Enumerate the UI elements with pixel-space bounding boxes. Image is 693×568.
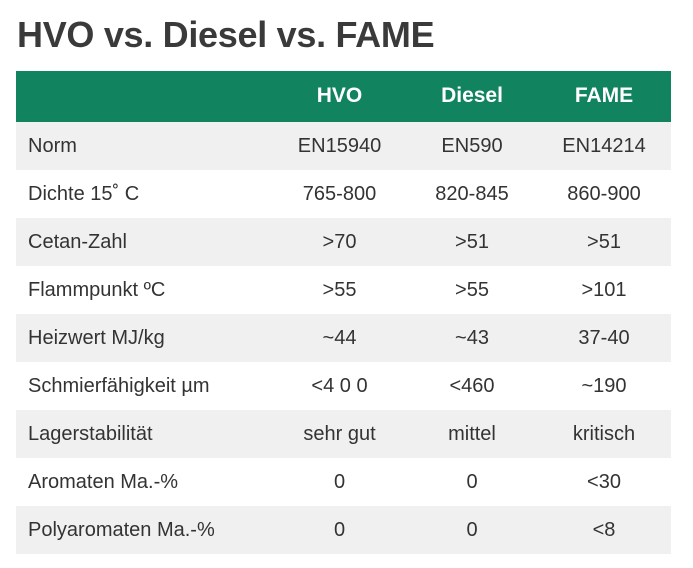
comparison-table: HVO Diesel FAME Norm EN15940 EN590 EN142…	[16, 71, 671, 554]
cell-hvo: 0	[333, 470, 346, 493]
table-row: Dichte 15˚ C 765-800 820-845 860-900	[16, 170, 671, 218]
cell-fame: <8	[592, 518, 616, 541]
cell-hvo: >70	[322, 230, 357, 253]
table-row: Schmierfähigkeit µm <4 0 0 <460 ~190	[16, 362, 671, 410]
table-header-row: HVO Diesel FAME	[16, 71, 671, 122]
cell-diesel: >55	[455, 278, 489, 301]
cell-diesel: 820-845	[435, 182, 509, 205]
table-row: Norm EN15940 EN590 EN14214	[16, 122, 671, 170]
cell-fame: 860-900	[567, 182, 641, 205]
cell-hvo: >55	[322, 278, 357, 301]
row-label: Norm	[28, 134, 77, 157]
cell-diesel: 0	[466, 518, 478, 541]
cell-hvo: <4 0 0	[311, 374, 368, 397]
table-row: Polyaromaten Ma.-% 0 0 <8	[16, 506, 671, 554]
cell-fame: ~190	[581, 374, 627, 397]
cell-hvo: EN15940	[297, 134, 382, 157]
cell-diesel: ~43	[455, 326, 489, 349]
cell-hvo: ~44	[322, 326, 357, 349]
page-title: HVO vs. Diesel vs. FAME	[17, 14, 435, 55]
header-cell-diesel: Diesel	[441, 83, 503, 107]
row-label: Lagerstabilität	[28, 422, 153, 445]
header-cell-fame: FAME	[574, 83, 634, 107]
row-label: Aromaten Ma.-%	[28, 470, 179, 493]
row-label: Dichte 15˚ C	[28, 182, 140, 205]
cell-fame: kritisch	[572, 422, 636, 445]
table-row: Lagerstabilität sehr gut mittel kritisch	[16, 410, 671, 458]
cell-diesel: mittel	[448, 422, 496, 445]
table-row: Cetan-Zahl >70 >51 >51	[16, 218, 671, 266]
cell-diesel: EN590	[441, 134, 503, 157]
cell-fame: 37-40	[578, 326, 630, 349]
table-row: Heizwert MJ/kg ~44 ~43 37-40	[16, 314, 671, 362]
row-label: Flammpunkt ºC	[28, 278, 166, 301]
cell-diesel: <460	[449, 374, 495, 397]
row-label: Heizwert MJ/kg	[28, 326, 165, 349]
header-cell-hvo: HVO	[316, 83, 363, 107]
cell-fame: >101	[581, 278, 627, 301]
table-row: Flammpunkt ºC >55 >55 >101	[16, 266, 671, 314]
table-row: Aromaten Ma.-% 0 0 <30	[16, 458, 671, 506]
cell-fame: <30	[587, 470, 621, 493]
cell-fame: EN14214	[562, 134, 646, 157]
cell-hvo: 765-800	[302, 182, 377, 205]
row-label: Polyaromaten Ma.-%	[28, 518, 215, 541]
cell-fame: >51	[587, 230, 621, 253]
cell-hvo: 0	[333, 518, 346, 541]
cell-diesel: >51	[455, 230, 489, 253]
cell-diesel: 0	[466, 470, 478, 493]
cell-hvo: sehr gut	[303, 422, 376, 445]
row-label: Schmierfähigkeit µm	[28, 374, 210, 397]
row-label: Cetan-Zahl	[28, 230, 127, 253]
